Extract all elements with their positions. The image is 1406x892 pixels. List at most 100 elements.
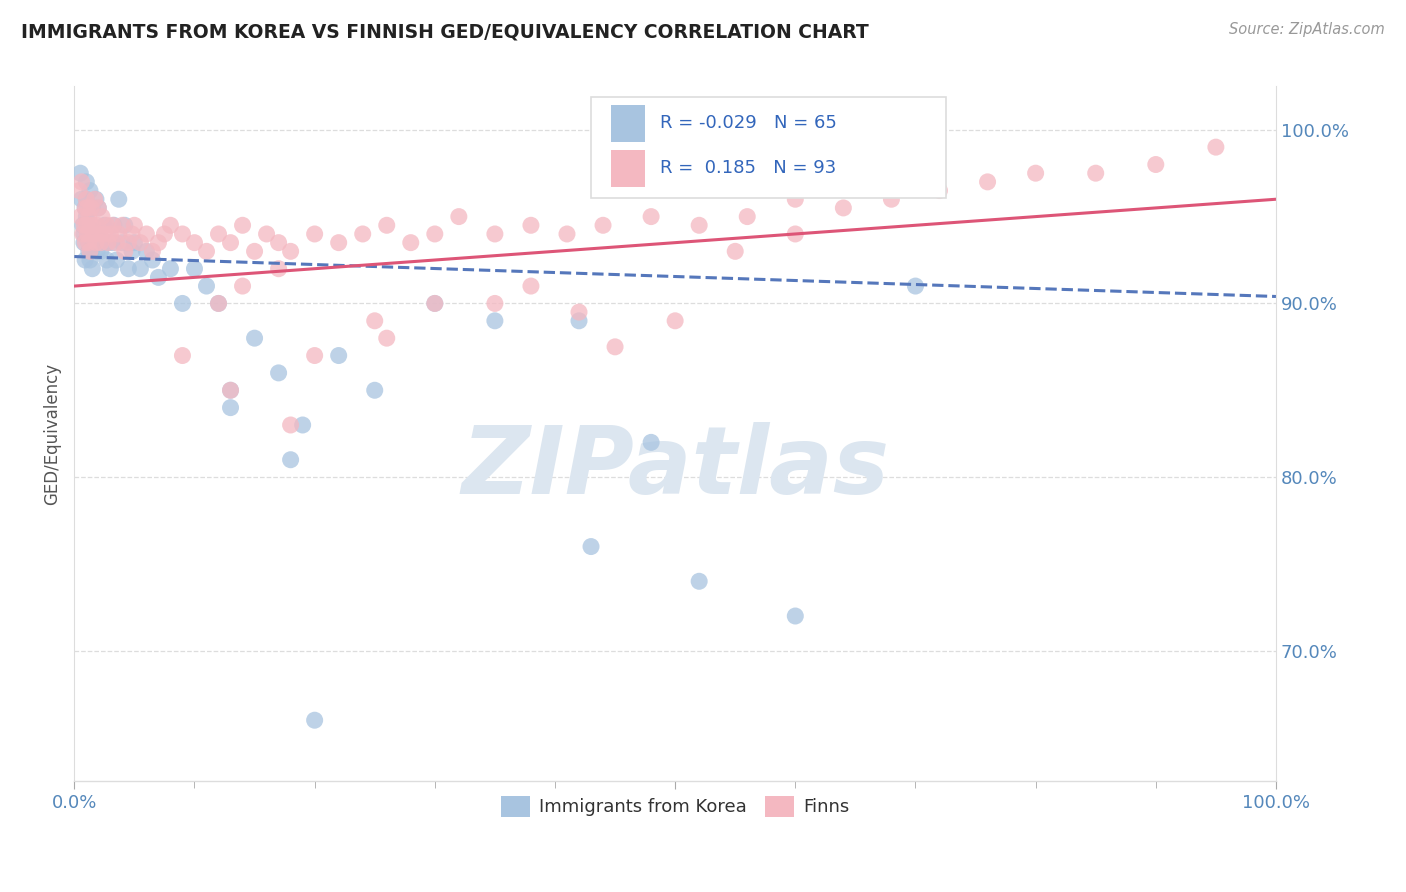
Point xyxy=(75,192,97,206)
Point xyxy=(129,261,152,276)
Point xyxy=(93,219,115,233)
Point xyxy=(267,235,290,250)
Point xyxy=(207,296,229,310)
Point xyxy=(84,235,107,250)
Point xyxy=(423,227,446,241)
Point xyxy=(70,192,93,206)
Point xyxy=(114,219,136,233)
Point xyxy=(101,219,124,233)
Point xyxy=(928,184,950,198)
Point xyxy=(219,235,242,250)
Point xyxy=(96,219,118,233)
Point xyxy=(195,279,218,293)
Point xyxy=(75,192,97,206)
Point xyxy=(69,166,91,180)
Point xyxy=(82,219,104,233)
Point xyxy=(520,279,543,293)
Point xyxy=(80,201,103,215)
Point xyxy=(159,219,181,233)
Point xyxy=(75,253,97,268)
Point xyxy=(280,452,302,467)
Point xyxy=(520,219,543,233)
Point xyxy=(183,235,205,250)
Point xyxy=(97,235,120,250)
Point xyxy=(105,235,128,250)
Point xyxy=(107,227,129,241)
Point xyxy=(79,253,101,268)
Y-axis label: GED/Equivalency: GED/Equivalency xyxy=(44,363,60,505)
Point xyxy=(69,210,91,224)
Point xyxy=(82,201,104,215)
Point xyxy=(117,235,139,250)
Point xyxy=(77,235,100,250)
Point xyxy=(67,184,90,198)
Point xyxy=(664,314,686,328)
Point xyxy=(129,235,152,250)
Point xyxy=(304,713,326,727)
Text: IMMIGRANTS FROM KOREA VS FINNISH GED/EQUIVALENCY CORRELATION CHART: IMMIGRANTS FROM KOREA VS FINNISH GED/EQU… xyxy=(21,22,869,41)
Point xyxy=(73,235,96,250)
Point xyxy=(280,244,302,259)
Point xyxy=(76,227,98,241)
Point xyxy=(89,227,111,241)
Point xyxy=(568,305,591,319)
Point xyxy=(904,279,927,293)
Point xyxy=(77,210,100,224)
Point xyxy=(98,261,121,276)
Text: Source: ZipAtlas.com: Source: ZipAtlas.com xyxy=(1229,22,1385,37)
Point xyxy=(375,331,398,345)
Point xyxy=(75,235,97,250)
Point xyxy=(76,219,98,233)
Point xyxy=(280,417,302,432)
Point xyxy=(1025,166,1047,180)
Point xyxy=(640,210,662,224)
Point xyxy=(83,227,105,241)
Point xyxy=(447,210,470,224)
Point xyxy=(267,366,290,380)
Point xyxy=(101,235,124,250)
Point xyxy=(640,435,662,450)
Point xyxy=(79,184,101,198)
Point xyxy=(77,244,100,259)
Point xyxy=(232,219,254,233)
Point xyxy=(105,253,128,268)
Text: R =  0.185   N = 93: R = 0.185 N = 93 xyxy=(659,160,835,178)
Point xyxy=(328,235,350,250)
Point xyxy=(135,244,157,259)
Point xyxy=(124,235,146,250)
Point xyxy=(82,261,104,276)
Point xyxy=(1084,166,1107,180)
FancyBboxPatch shape xyxy=(591,96,945,197)
Point xyxy=(159,261,181,276)
Point xyxy=(89,227,111,241)
Point xyxy=(77,235,100,250)
Point xyxy=(96,253,118,268)
Point xyxy=(141,253,163,268)
Point xyxy=(141,244,163,259)
Point xyxy=(83,192,105,206)
Point xyxy=(75,175,97,189)
Point xyxy=(832,201,855,215)
Point xyxy=(735,210,758,224)
Point xyxy=(219,401,242,415)
Point xyxy=(207,296,229,310)
Point xyxy=(352,227,374,241)
Point xyxy=(579,540,602,554)
Point xyxy=(568,314,591,328)
Point xyxy=(98,227,121,241)
Point xyxy=(93,227,115,241)
Point xyxy=(603,340,626,354)
Point xyxy=(124,219,146,233)
Point xyxy=(75,210,97,224)
Point xyxy=(1205,140,1227,154)
Point xyxy=(267,261,290,276)
Point xyxy=(117,261,139,276)
Point xyxy=(79,244,101,259)
Point xyxy=(172,349,194,363)
Point xyxy=(84,192,107,206)
Point xyxy=(207,227,229,241)
Point xyxy=(75,201,97,215)
Point xyxy=(90,244,112,259)
Point xyxy=(328,349,350,363)
Point xyxy=(148,270,170,285)
